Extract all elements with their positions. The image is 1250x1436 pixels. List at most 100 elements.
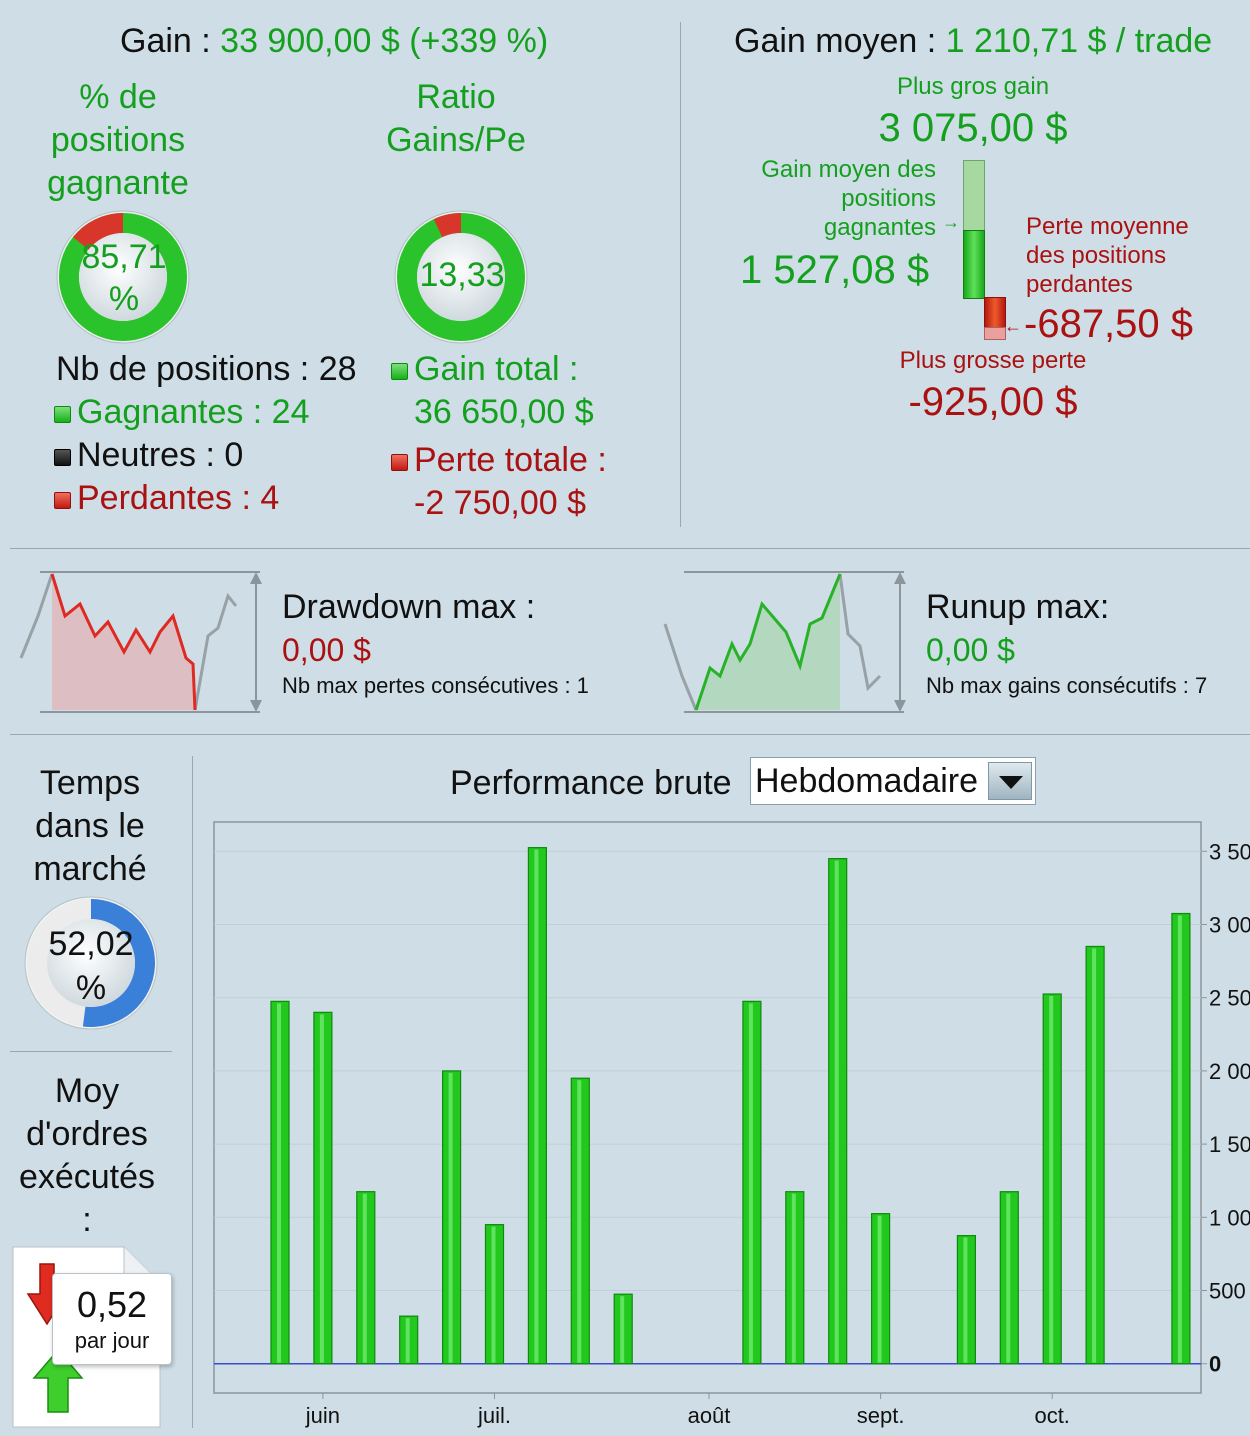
gain-total-value: 36 650,00 $	[414, 393, 594, 431]
losers-legend-icon	[54, 491, 71, 509]
plot-area	[213, 821, 1202, 1394]
gain-label: Gain :	[120, 22, 211, 60]
performance-bar-highlight	[963, 1237, 968, 1363]
gain-summary: Gain : 33 900,00 $ (+339 %)	[120, 22, 548, 61]
tim-title-l1: Temps	[39, 764, 141, 802]
drawdown-consec: Nb max pertes consécutives : 1	[282, 673, 589, 698]
neutral-label: Neutres : 0	[77, 436, 244, 474]
orders-unit: par jour	[74, 1328, 150, 1353]
runup-chart	[663, 571, 906, 713]
avg-loss-l3: perdantes	[1026, 271, 1133, 298]
orders-title-l4: :	[82, 1201, 92, 1239]
win-pct-title: % de positions gagnante	[45, 76, 191, 205]
loss-total: Perte totale :	[391, 441, 607, 480]
performance-bar-highlight	[791, 1193, 796, 1363]
orders-title-l1: Moy	[54, 1072, 120, 1110]
gain-total-icon	[391, 362, 408, 380]
avg-loss-value: -687,50 $	[1024, 302, 1194, 346]
performance-bar-highlight	[1006, 1193, 1011, 1363]
avg-loss-label: Perte moyenne des positions perdantes	[1026, 212, 1189, 299]
avg-loss-l1: Perte moyenne	[1026, 213, 1189, 240]
performance-bar-highlight	[748, 1003, 753, 1363]
avg-win-l1: Gain moyen des	[761, 156, 936, 183]
y-tick-label: 2 50	[1209, 986, 1250, 1011]
tim-title-l3: marché	[33, 850, 147, 888]
performance-bar-highlight	[405, 1318, 410, 1363]
gain-total-label: Gain total :	[414, 350, 579, 388]
x-tick-label: juin	[305, 1403, 340, 1428]
max-gain-value: 3 075,00 $	[878, 106, 1068, 150]
win-pct-value: 85,71 %	[64, 236, 184, 320]
drawdown-chart	[19, 571, 262, 713]
y-tick-label: 1 50	[1209, 1132, 1250, 1157]
top-vertical-divider	[680, 22, 681, 527]
win-ring-red	[72, 213, 124, 250]
drawdown-value: 0,00 $	[282, 632, 371, 668]
x-tick-label: août	[688, 1403, 731, 1428]
performance-bar-highlight	[362, 1193, 367, 1363]
loss-total-label: Perte totale :	[414, 441, 607, 479]
tim-ring-blue	[82, 899, 155, 1027]
tim-title-l2: dans le	[35, 807, 145, 845]
drawdown-title: Drawdown max :	[282, 588, 536, 626]
max-loss-bar	[984, 327, 1006, 340]
ratio-title-l2: Gains/Pe	[386, 121, 526, 159]
max-gain-label: Plus gros gain	[896, 73, 1050, 100]
y-tick-label: 3 50	[1209, 839, 1250, 864]
period-dropdown[interactable]: Hebdomadaire	[750, 757, 1036, 805]
positions-winners: Gagnantes : 24	[54, 393, 310, 432]
y-tick-label: 1 00	[1209, 1205, 1250, 1230]
performance-bar-highlight	[834, 860, 839, 1363]
performance-bar-highlight	[448, 1072, 453, 1363]
gain-value: 33 900,00 $ (+339 %)	[220, 22, 549, 60]
ratio-ring-red	[433, 213, 462, 238]
win-pct-value-l2: %	[108, 280, 140, 318]
win-pct-value-l1: 85,71	[81, 238, 167, 276]
orders-title-l2: d'ordres	[26, 1115, 148, 1153]
ratio-title-l1: Ratio	[416, 78, 496, 116]
runup-consec: Nb max gains consécutifs : 7	[926, 673, 1208, 698]
positions-neutral: Neutres : 0	[54, 436, 243, 475]
performance-bar-highlight	[491, 1226, 496, 1363]
ratio-title: Ratio Gains/Pe	[384, 76, 528, 162]
tim-value-l2: %	[75, 969, 107, 1007]
max-loss-label: Plus grosse perte	[899, 347, 1087, 374]
performance-bar-highlight	[277, 1003, 281, 1363]
performance-bar-highlight	[577, 1080, 582, 1363]
ratio-donut	[394, 210, 528, 344]
winners-legend-icon	[54, 405, 71, 423]
loss-total-icon	[391, 453, 408, 471]
time-in-market-donut	[24, 896, 158, 1030]
x-tick-label: sept.	[857, 1403, 905, 1428]
positions-total: Nb de positions : 28	[56, 350, 357, 388]
performance-bar-highlight	[620, 1296, 625, 1363]
performance-bar-highlight	[319, 1014, 324, 1363]
avg-gain-summary: Gain moyen : 1 210,71 $ / trade	[734, 22, 1212, 61]
sidebar-divider	[10, 1051, 172, 1052]
win-pct-donut	[56, 210, 190, 344]
performance-bar-highlight	[534, 849, 539, 1363]
runup-value: 0,00 $	[926, 632, 1015, 668]
orders-value: 0,52	[76, 1284, 148, 1325]
time-in-market-title: Temps dans le marché	[10, 762, 170, 891]
period-dropdown-value: Hebdomadaire	[755, 762, 979, 800]
bottom-vertical-divider	[192, 756, 193, 1428]
avg-loss-arrow: ←	[1004, 316, 1022, 336]
avg-win-arrow: →	[942, 212, 960, 232]
losers-label: Perdantes : 4	[77, 479, 280, 517]
win-pct-title-l1: % de	[79, 78, 157, 116]
orders-badge: 0,52 par jour	[52, 1273, 172, 1365]
avg-gain-label: Gain moyen :	[734, 22, 937, 60]
y-tick-label: 500	[1209, 1279, 1246, 1304]
y-tick-label: 3 00	[1209, 912, 1250, 937]
avg-gain-value: 1 210,71 $ / trade	[945, 22, 1213, 60]
chevron-down-icon[interactable]	[988, 762, 1032, 800]
neutral-legend-icon	[54, 448, 71, 466]
performance-title: Performance brute	[450, 764, 732, 802]
avg-win-l2: positions	[841, 185, 936, 212]
max-loss-value: -925,00 $	[908, 380, 1078, 424]
y-tick-label: 0	[1209, 1352, 1221, 1377]
divider-2	[10, 734, 1250, 735]
avg-win-value: 1 527,08 $	[740, 248, 930, 292]
